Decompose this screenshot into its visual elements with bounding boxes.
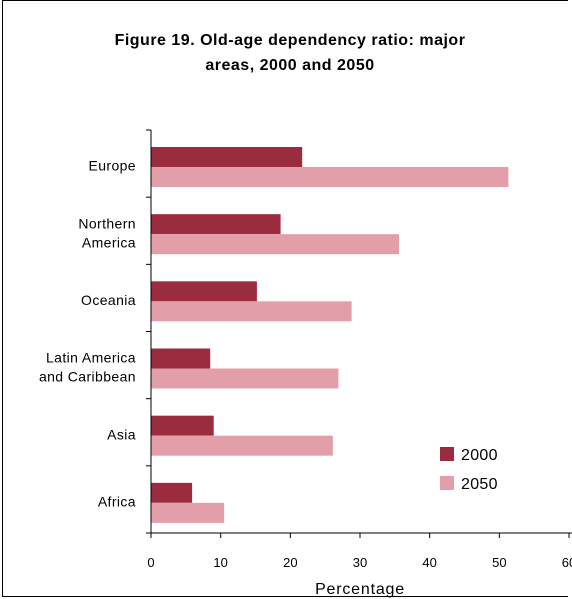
bar-2050-europe	[151, 167, 509, 187]
category-label: Africa	[98, 493, 136, 509]
category-label: and Caribbean	[39, 369, 136, 385]
x-tick-label: 50	[492, 555, 506, 570]
x-tick-label: 20	[283, 555, 297, 570]
bar-2000-asia	[151, 415, 214, 436]
legend-swatch-2050	[440, 476, 454, 490]
x-tick-label: 60	[562, 555, 572, 570]
category-label: Asia	[107, 426, 136, 442]
bar-2050-africa	[151, 502, 225, 523]
bar-2050-oceania	[151, 301, 352, 322]
category-label: Europe	[88, 158, 136, 174]
bar-2000-africa	[151, 482, 193, 503]
x-tick-label: 40	[422, 555, 436, 570]
chart-title: Figure 19. Old-age dependency ratio: maj…	[40, 28, 540, 78]
legend-label-2000: 2000	[461, 447, 498, 464]
x-tick-label: 0	[147, 555, 154, 570]
bar-2000-oceania	[151, 281, 257, 302]
category-label: America	[82, 234, 136, 250]
bar-2000-latin-america-and-caribbean	[151, 348, 211, 369]
category-label: Northern	[78, 215, 136, 231]
chart-title-line-2: areas, 2000 and 2050	[205, 57, 375, 74]
bar-2000-northern-america	[151, 214, 281, 235]
bar-2050-asia	[151, 435, 333, 456]
legend-label-2050: 2050	[461, 476, 498, 493]
bar-2000-europe	[151, 147, 303, 167]
x-tick-label: 30	[353, 555, 367, 570]
category-label: Latin America	[46, 350, 136, 366]
category-label: Oceania	[81, 292, 136, 308]
bar-2050-latin-america-and-caribbean	[151, 368, 339, 389]
legend-swatch-2000	[440, 447, 454, 461]
chart-title-line-1: Figure 19. Old-age dependency ratio: maj…	[114, 32, 466, 49]
x-axis-label: Percentage	[315, 581, 405, 598]
x-tick-label: 10	[213, 555, 227, 570]
bar-2050-northern-america	[151, 234, 400, 255]
